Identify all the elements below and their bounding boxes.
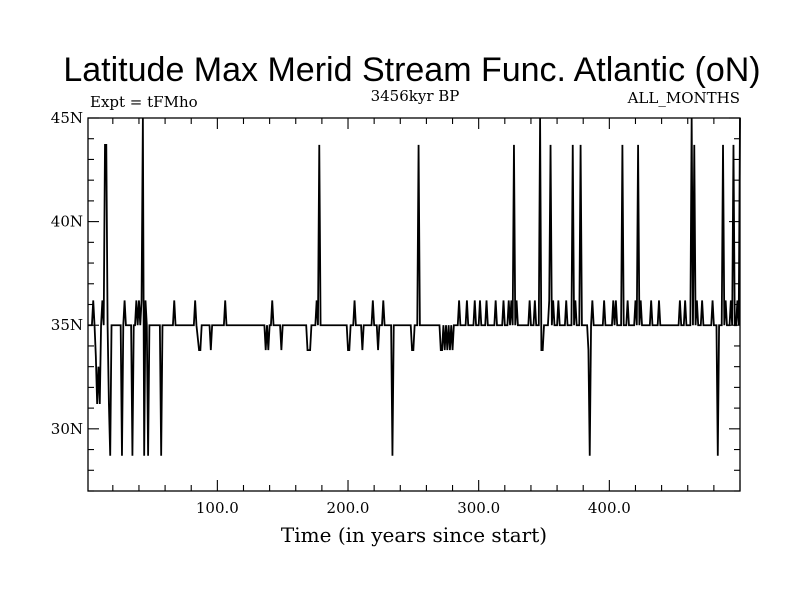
- period-label: 3456kyr BP: [371, 87, 460, 105]
- axis-ticks: [88, 117, 741, 492]
- x-tick-label: 400.0: [588, 499, 631, 517]
- x-tick-label: 100.0: [196, 499, 239, 517]
- months-label: ALL_MONTHS: [627, 89, 740, 107]
- series-line: [88, 117, 741, 456]
- x-tick-label: 300.0: [457, 499, 500, 517]
- x-tick-label: 200.0: [327, 499, 370, 517]
- chart-title: Latitude Max Merid Stream Func. Atlantic…: [63, 51, 760, 89]
- y-tick-label: 45N: [51, 109, 83, 127]
- y-tick-label: 30N: [51, 420, 83, 438]
- y-tick-label: 35N: [51, 316, 83, 334]
- y-tick-label: 40N: [51, 213, 83, 231]
- x-axis-label: Time (in years since start): [281, 523, 547, 547]
- experiment-label: Expt = tFMho: [90, 93, 198, 111]
- plot-frame: [87, 117, 741, 492]
- tick-labels: 100.0 200.0 300.0 400.0 30N 35N 40N 45N: [51, 109, 631, 517]
